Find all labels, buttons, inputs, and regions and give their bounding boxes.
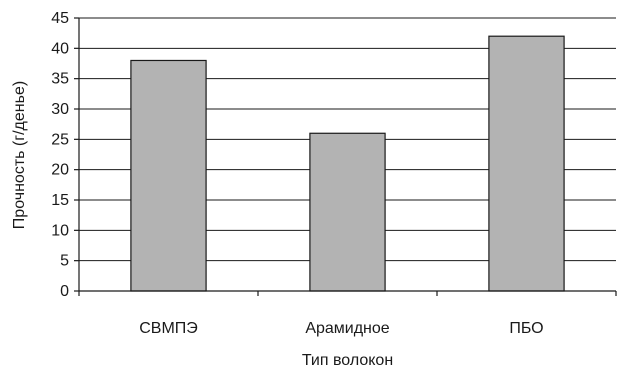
y-tick-label-15: 15 [51,192,69,209]
bar-1 [130,59,207,292]
bar-3 [488,35,565,292]
axes [74,17,617,296]
bar-2 [309,132,386,292]
y-tick-label-40: 40 [51,40,69,57]
y-tick-label-0: 0 [60,283,69,300]
y-tick-label-5: 5 [60,253,69,270]
y-tick-label-20: 20 [51,162,69,179]
y-tick-label-25: 25 [51,131,69,148]
x-category-label-1: СВМПЭ [139,320,198,337]
y-tick-label-35: 35 [51,71,69,88]
bars [130,35,565,292]
y-tick-label-30: 30 [51,101,69,118]
y-tick-labels: 0 5 10 15 20 25 30 35 40 45 [51,10,69,300]
x-category-labels: СВМПЭ Арамидное ПБО [139,320,543,337]
x-category-label-3: ПБО [509,320,543,337]
y-axis-title: Прочность (г/денье) [11,81,28,229]
x-category-label-2: Арамидное [305,320,389,337]
y-tick-label-45: 45 [51,10,69,27]
y-tick-label-10: 10 [51,222,69,239]
x-axis-title: Тип волокон [302,352,393,369]
